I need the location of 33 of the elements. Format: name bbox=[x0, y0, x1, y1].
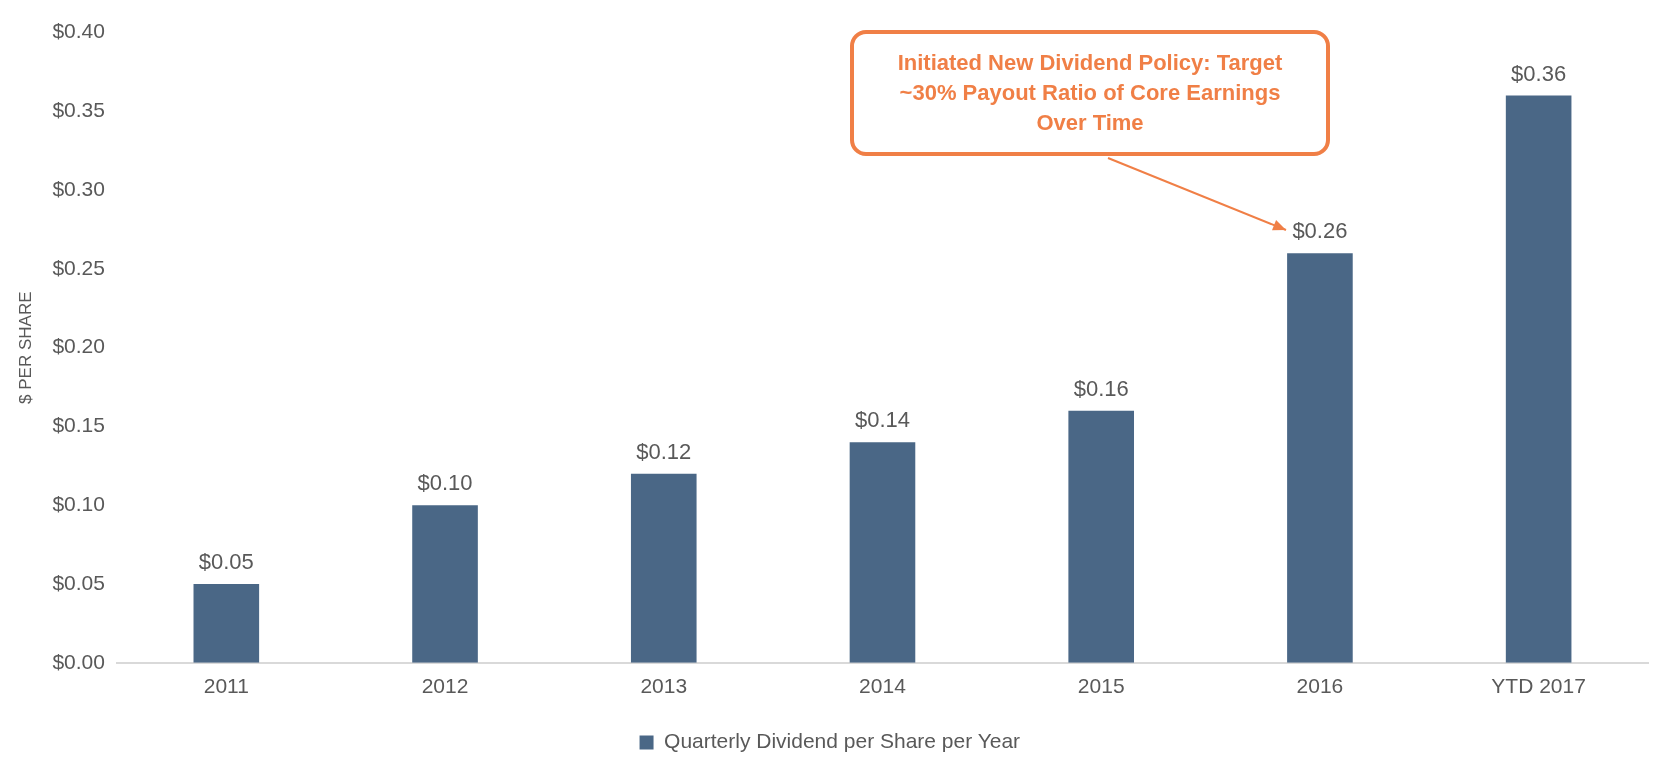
data-label: $0.05 bbox=[198, 549, 254, 575]
x-tick-label: 2014 bbox=[859, 674, 907, 698]
y-tick-label: $0.00 bbox=[52, 649, 105, 673]
y-tick-label: $0.05 bbox=[52, 570, 105, 594]
bar bbox=[193, 584, 260, 663]
y-tick-label: $0.20 bbox=[52, 334, 105, 358]
data-label: $0.26 bbox=[1292, 218, 1348, 244]
x-tick-label: 2013 bbox=[640, 674, 688, 698]
data-label: $0.36 bbox=[1511, 60, 1567, 86]
data-label: $0.12 bbox=[636, 438, 692, 464]
y-tick-label: $0.15 bbox=[52, 413, 105, 437]
bar bbox=[412, 505, 478, 663]
legend-label: Quarterly Dividend per Share per Year bbox=[664, 729, 1021, 753]
x-tick-label: 2012 bbox=[421, 674, 469, 698]
data-label: $0.10 bbox=[417, 470, 473, 496]
y-tick-label: $0.25 bbox=[52, 255, 105, 279]
bar bbox=[1505, 95, 1572, 663]
x-tick-label: YTD 2017 bbox=[1491, 674, 1586, 698]
callout-box: Initiated New Dividend Policy: Target ~30% Payout Ratio of Core Earnings Over Time bbox=[850, 30, 1330, 156]
bar bbox=[630, 473, 697, 663]
y-axis-title: $ PER SHARE bbox=[15, 291, 35, 404]
data-label: $0.14 bbox=[854, 407, 911, 433]
y-tick-label: $0.10 bbox=[52, 492, 105, 516]
bar bbox=[1068, 410, 1135, 663]
y-tick-label: $0.40 bbox=[52, 19, 105, 43]
x-tick-label: 2015 bbox=[1077, 674, 1125, 698]
y-tick-label: $0.30 bbox=[52, 176, 105, 200]
x-tick-label: 2016 bbox=[1296, 674, 1344, 698]
data-label: $0.16 bbox=[1073, 375, 1129, 401]
bar bbox=[1287, 253, 1353, 663]
bar bbox=[849, 442, 916, 663]
y-tick-label: $0.35 bbox=[52, 98, 105, 122]
x-tick-label: 2011 bbox=[203, 674, 249, 698]
